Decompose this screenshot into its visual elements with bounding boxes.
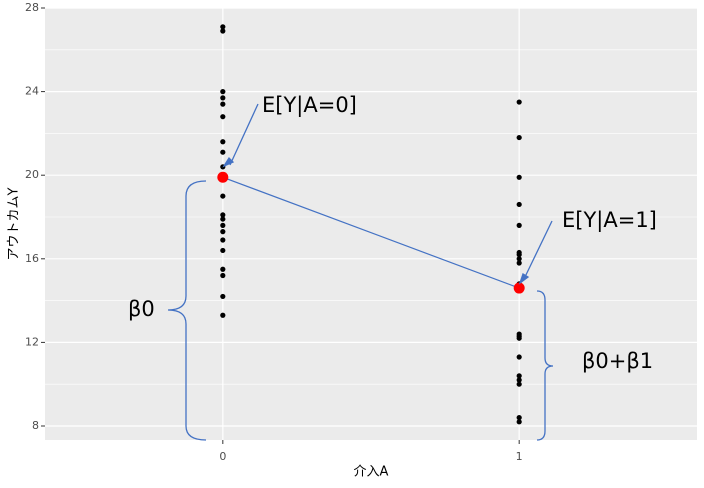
- brace: [536, 290, 554, 441]
- point: [516, 377, 522, 383]
- point: [220, 24, 226, 30]
- point: [516, 201, 522, 208]
- point: [516, 373, 522, 379]
- mean-line: [222, 176, 520, 289]
- point: [516, 174, 522, 180]
- point: [516, 381, 522, 387]
- point: [220, 212, 226, 218]
- mean-point: [513, 282, 525, 294]
- point: [220, 272, 226, 279]
- point: [516, 419, 522, 425]
- point: [220, 237, 226, 243]
- brace: [167, 180, 207, 441]
- point: [220, 216, 226, 222]
- arrowhead: [222, 156, 235, 168]
- point: [220, 229, 226, 235]
- annotation: β0: [128, 297, 155, 321]
- point: [220, 28, 226, 34]
- grid: [41, 7, 697, 444]
- annotation-shapes: [167, 103, 554, 441]
- point: [220, 247, 226, 254]
- point: [516, 99, 522, 105]
- point: [220, 88, 226, 95]
- point: [220, 101, 226, 107]
- point: [220, 312, 226, 318]
- marks: [217, 24, 525, 425]
- point: [516, 252, 522, 258]
- y-tick-label: 8: [32, 419, 39, 432]
- y-tick-label: 20: [25, 168, 39, 181]
- panel: [45, 8, 697, 440]
- point: [516, 335, 522, 341]
- y-tick-label: 24: [25, 85, 39, 98]
- y-axis-title: アウトカムY: [7, 187, 22, 260]
- point: [220, 95, 226, 101]
- arrow: [523, 220, 553, 280]
- annotation: E[Y|A=1]: [562, 208, 657, 233]
- point: [516, 415, 522, 421]
- y-tick-label: 28: [25, 1, 39, 14]
- point: [516, 256, 522, 262]
- arrow: [229, 103, 259, 166]
- point: [220, 114, 226, 120]
- x-tick-label: 1: [516, 450, 523, 463]
- point: [516, 260, 522, 266]
- mean-point: [217, 171, 229, 183]
- point: [516, 222, 522, 228]
- point: [516, 134, 522, 141]
- annotation: E[Y|A=0]: [262, 93, 357, 118]
- point: [220, 149, 226, 155]
- point: [220, 139, 226, 145]
- point: [220, 193, 226, 199]
- point: [220, 293, 226, 300]
- y-tick-label: 12: [25, 335, 39, 348]
- point: [220, 222, 226, 228]
- x-tick-label: 0: [219, 450, 226, 463]
- point: [220, 266, 226, 272]
- arrowhead: [518, 273, 530, 285]
- x-axis-title: 介入A: [354, 465, 389, 480]
- point: [516, 354, 522, 360]
- annotation: β0+β1: [582, 349, 653, 373]
- y-tick-label: 16: [25, 252, 39, 265]
